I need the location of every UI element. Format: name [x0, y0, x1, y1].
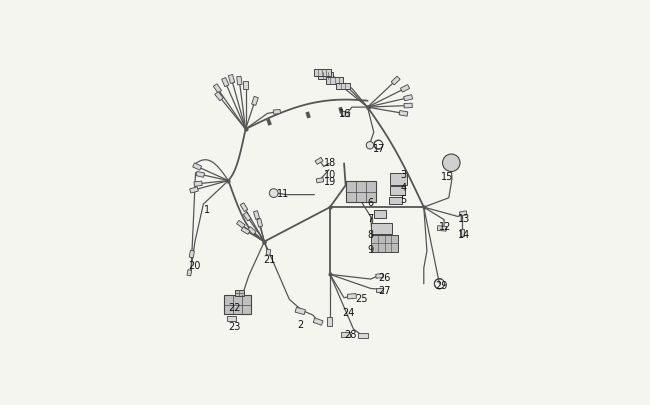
Bar	[371, 235, 398, 252]
Bar	[228, 75, 235, 84]
Text: 28: 28	[344, 329, 356, 339]
Bar	[254, 211, 259, 220]
Text: 1: 1	[204, 204, 211, 214]
Bar	[404, 104, 412, 109]
Bar	[390, 186, 405, 196]
Text: 7: 7	[367, 213, 373, 224]
Bar	[248, 227, 256, 235]
Bar	[194, 182, 202, 187]
Bar	[390, 174, 408, 185]
Bar	[389, 197, 402, 205]
Bar	[295, 307, 306, 315]
Text: 18: 18	[324, 158, 336, 167]
Bar	[358, 333, 368, 338]
Bar	[266, 249, 271, 256]
Bar	[376, 288, 383, 292]
Text: 25: 25	[355, 293, 367, 303]
Text: 10: 10	[324, 170, 336, 180]
Bar	[187, 270, 192, 276]
Bar	[252, 97, 258, 106]
Bar	[224, 296, 251, 314]
Bar	[235, 290, 244, 296]
Bar	[306, 112, 311, 119]
Bar	[313, 318, 323, 326]
Bar	[243, 213, 251, 222]
Circle shape	[443, 155, 460, 172]
Text: 15: 15	[441, 171, 454, 181]
Bar	[460, 211, 467, 216]
Bar	[326, 78, 343, 85]
Text: 22: 22	[228, 303, 241, 312]
Text: 21: 21	[263, 254, 275, 264]
Bar	[374, 211, 386, 218]
Bar	[196, 172, 205, 178]
Bar	[371, 223, 392, 234]
Circle shape	[366, 142, 374, 149]
Text: 12: 12	[439, 222, 451, 231]
Bar	[189, 251, 194, 258]
Text: 11: 11	[277, 189, 289, 198]
Text: 20: 20	[188, 260, 200, 270]
Bar	[266, 119, 272, 126]
Text: 3: 3	[400, 170, 406, 180]
Bar	[222, 78, 229, 87]
Text: 8: 8	[367, 229, 373, 239]
Circle shape	[269, 189, 278, 198]
Bar	[347, 294, 356, 299]
Bar	[315, 158, 323, 165]
Bar	[213, 85, 222, 94]
Bar	[243, 82, 248, 90]
Bar	[214, 92, 224, 102]
Bar	[237, 221, 245, 229]
Bar	[400, 85, 410, 93]
Text: 16: 16	[339, 109, 351, 119]
Text: 13: 13	[458, 213, 471, 224]
Bar	[227, 316, 236, 322]
Bar	[341, 333, 350, 337]
Bar	[346, 182, 376, 202]
Bar	[317, 178, 324, 183]
Text: 4: 4	[400, 182, 406, 192]
Bar	[257, 219, 263, 228]
Bar	[318, 73, 333, 80]
Bar	[241, 227, 250, 235]
Bar	[336, 83, 350, 90]
Bar	[460, 230, 464, 237]
Bar	[341, 112, 350, 117]
Text: 26: 26	[378, 273, 391, 283]
Bar	[391, 77, 400, 86]
Text: 2: 2	[297, 320, 304, 330]
Bar	[338, 107, 344, 115]
Text: 6: 6	[367, 198, 373, 208]
Text: 23: 23	[228, 321, 241, 331]
Bar	[328, 317, 333, 326]
Bar	[313, 70, 331, 77]
Text: 24: 24	[342, 307, 354, 317]
Bar	[192, 164, 202, 171]
Bar	[399, 111, 408, 117]
Bar	[404, 96, 413, 102]
Bar	[376, 274, 383, 279]
Bar	[190, 188, 198, 194]
Text: 29: 29	[436, 281, 448, 291]
Text: 27: 27	[378, 285, 391, 295]
Bar	[237, 77, 242, 85]
Bar	[437, 226, 447, 232]
Text: 5: 5	[400, 195, 407, 205]
Bar	[273, 110, 280, 115]
Text: 17: 17	[373, 143, 385, 153]
Text: 19: 19	[324, 176, 336, 186]
Text: 14: 14	[458, 229, 471, 239]
Bar	[240, 203, 248, 212]
Text: 9: 9	[367, 245, 373, 255]
